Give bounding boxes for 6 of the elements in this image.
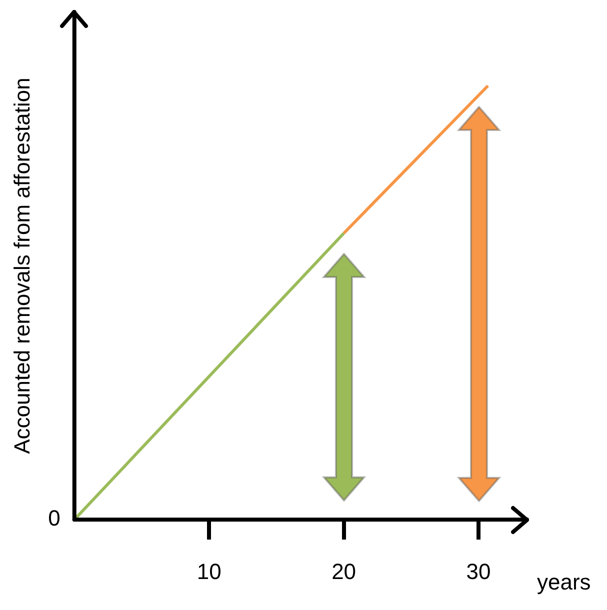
x-tick-label: 10 [196,558,222,584]
x-axis-title: years [537,570,591,595]
x-tick-label: 30 [466,558,491,584]
y-axis-title: Accounted removals from afforestation [9,78,34,454]
x-tick-label: 20 [332,558,356,584]
text: 0 [48,506,60,531]
